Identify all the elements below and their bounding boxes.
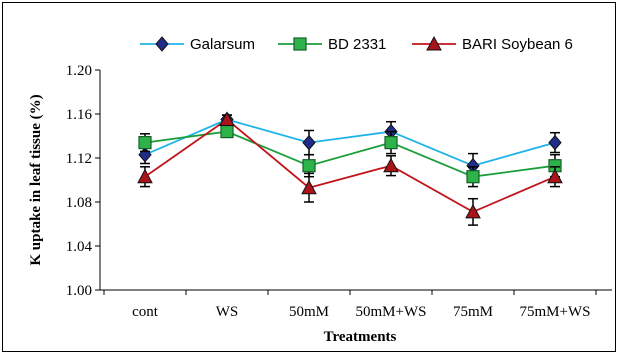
data-point-diamond: [302, 134, 316, 151]
data-point-diamond: [155, 36, 169, 52]
data-point-triangle: [137, 168, 153, 184]
data-point-square: [293, 37, 307, 51]
data-point-square: [220, 124, 234, 139]
data-point-square: [466, 170, 480, 184]
legend-item: BD 2331: [278, 36, 386, 53]
data-point-triangle: [426, 35, 442, 51]
legend-label: Galarsum: [190, 36, 255, 53]
data-point-triangle: [465, 203, 481, 219]
data-point-triangle: [219, 111, 235, 126]
x-tick-label: 75mM: [453, 304, 493, 320]
x-tick-label: 50mM+WS: [356, 304, 427, 320]
y-tick-label: 1.04: [66, 239, 93, 255]
series-1: [138, 111, 562, 179]
y-tick-label: 1.00: [66, 283, 92, 299]
data-point-triangle: [547, 168, 563, 184]
data-point-square: [302, 159, 316, 173]
x-axis-title: Treatments: [324, 329, 397, 345]
series-2: [138, 124, 562, 188]
series-line: [144, 118, 556, 167]
y-tick-label: 1.12: [66, 151, 92, 167]
data-point-square: [138, 136, 152, 150]
series-3: [137, 111, 563, 226]
x-tick-label: WS: [216, 304, 239, 320]
y-tick-label: 1.16: [66, 107, 93, 123]
x-ticks: cont WS 50mM 50mM+WS 75mM 75mM+WS: [103, 290, 597, 320]
y-axis-title: K uptake in leaf tissue (%): [28, 94, 44, 265]
y-tick-label: 1.08: [66, 195, 92, 211]
data-point-triangle: [301, 179, 317, 195]
legend-label: BD 2331: [328, 36, 386, 53]
series-line: [144, 130, 556, 178]
data-point-triangle: [383, 157, 399, 173]
x-tick-label: 50mM: [289, 304, 329, 320]
legend-item: BARI Soybean 6: [412, 35, 573, 53]
series-line: [144, 118, 556, 213]
x-tick-label: 75mM+WS: [520, 304, 591, 320]
axes: [99, 70, 612, 291]
data-point-diamond: [548, 134, 562, 151]
series-layer: [137, 111, 563, 226]
y-ticks: 1.00 1.04 1.08 1.12 1.16 1.20: [66, 63, 100, 299]
x-tick-label: cont: [132, 304, 159, 320]
y-tick-label: 1.20: [66, 63, 92, 79]
legend-label: BARI Soybean 6: [462, 36, 573, 53]
legend: Galarsum BD 2331 BARI Soybean 6: [140, 35, 573, 53]
legend-item: Galarsum: [140, 36, 255, 53]
data-point-square: [384, 136, 398, 150]
